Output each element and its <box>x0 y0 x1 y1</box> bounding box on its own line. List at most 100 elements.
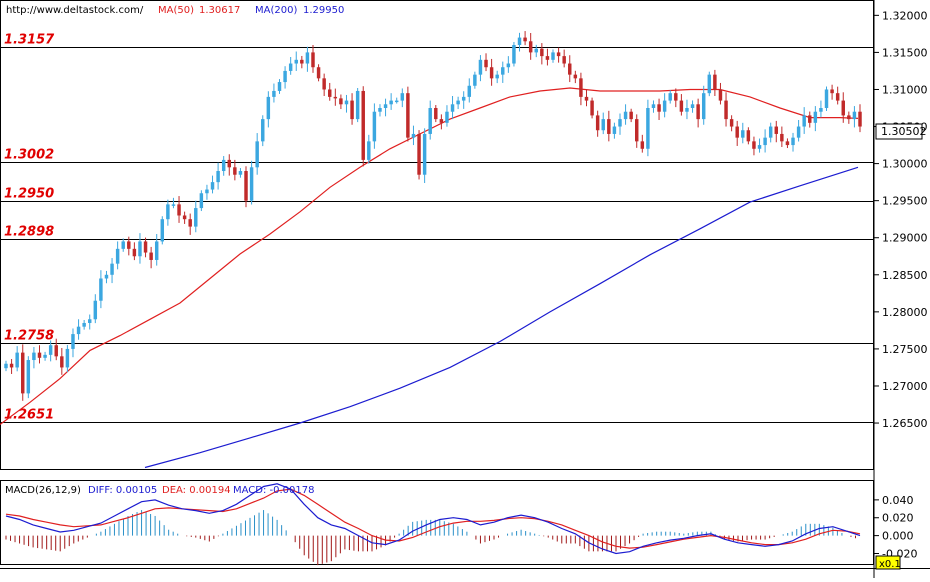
candle-down <box>227 159 231 168</box>
price-tick-label: 1.26500 <box>882 417 928 430</box>
price-tick-label: 1.28500 <box>882 269 928 282</box>
candle-down <box>835 93 840 101</box>
candle-down <box>339 98 343 105</box>
scale-badge[interactable] <box>875 555 901 570</box>
candle-up <box>199 193 204 209</box>
ma50-legend-label: MA(50) <box>158 5 194 16</box>
candle-up <box>428 108 432 134</box>
candle-up <box>249 167 254 201</box>
candle-up <box>378 108 382 112</box>
candle-down <box>9 363 14 368</box>
level-label: 1.2950 <box>4 187 54 202</box>
candle-up <box>394 100 399 103</box>
level-label: 1.2898 <box>4 225 54 240</box>
candle-down <box>635 119 639 142</box>
candle-down <box>729 119 734 127</box>
candle-up <box>355 90 360 120</box>
candle-down <box>233 167 237 175</box>
candle-down <box>674 93 678 101</box>
candle-up <box>763 137 767 146</box>
candle-up <box>288 63 293 71</box>
candle-down <box>417 133 421 175</box>
candle-down <box>300 59 304 64</box>
candle-up <box>456 100 460 105</box>
candle-up <box>283 70 287 83</box>
candle-up <box>517 37 522 45</box>
candle-up <box>154 241 159 260</box>
candle-up <box>512 44 516 64</box>
price-tick-label: 1.29500 <box>882 195 928 208</box>
price-tick-label: 1.30000 <box>882 158 928 171</box>
candle-down <box>540 48 544 57</box>
scale-badge-label: x0.1 <box>879 559 901 570</box>
candle-down <box>752 141 756 149</box>
candle-down <box>579 78 583 97</box>
candle-down <box>406 93 410 138</box>
candle-up <box>501 67 505 75</box>
candle-up <box>160 219 165 242</box>
candle-down <box>573 74 578 79</box>
site-url: http://www.deltastock.com/ <box>6 5 144 16</box>
candle-up <box>216 171 220 183</box>
candle-up <box>166 204 170 220</box>
candle-up <box>344 100 349 105</box>
candle-down <box>328 89 332 97</box>
candle-down <box>149 252 153 260</box>
candle-down <box>607 119 611 134</box>
candle-up <box>43 354 47 358</box>
candle-up <box>852 111 857 120</box>
candle-up <box>495 74 499 79</box>
price-tick-label: 1.29000 <box>882 232 928 245</box>
candle-up <box>813 111 818 123</box>
candle-up <box>819 108 823 112</box>
candle-up <box>473 74 477 86</box>
candle-up <box>796 126 801 138</box>
candle-down <box>780 133 784 142</box>
candle-up <box>99 278 103 301</box>
macd-title: MACD(26,12,9) <box>5 485 81 496</box>
ma50-legend-value: 1.30617 <box>199 5 240 16</box>
candle-down <box>830 89 834 94</box>
candle-up <box>48 345 53 355</box>
candle-up <box>741 130 745 138</box>
candle-up <box>768 126 773 138</box>
candle-up <box>65 348 70 368</box>
candle-up <box>266 96 271 120</box>
support-resistance-levels: 1.3157 1.3002 1.2950 1.2898 1.2758 1.2651 <box>0 33 874 423</box>
macd-diff-line <box>5 483 861 555</box>
candle-up <box>32 352 36 361</box>
candle-up <box>685 108 689 112</box>
candle-down <box>858 111 862 127</box>
macd-tick-label: 0.000 <box>882 530 914 543</box>
candle-down <box>640 141 645 149</box>
level-label: 1.2651 <box>4 408 54 423</box>
price-panel <box>0 0 874 470</box>
candle-up <box>138 241 142 257</box>
ma50-line <box>0 87 859 425</box>
candle-up <box>305 52 310 64</box>
candle-up <box>26 360 31 394</box>
ma200-legend-label: MA(200) <box>255 5 297 16</box>
current-price-marker <box>875 123 923 140</box>
candle-up <box>506 63 511 68</box>
candle-down <box>37 352 42 358</box>
candle-up <box>612 126 617 134</box>
ma200-legend-value: 1.29950 <box>303 5 344 16</box>
candle-up <box>618 119 622 127</box>
candle-down <box>595 115 600 131</box>
level-label: 1.3002 <box>4 148 54 163</box>
candle-up <box>690 104 695 109</box>
candle-down <box>350 100 354 120</box>
price-tick-label: 1.27500 <box>882 343 928 356</box>
candle-up <box>255 141 259 168</box>
candle-down <box>713 74 717 90</box>
candle-up <box>411 133 416 138</box>
candle-down <box>735 126 739 138</box>
price-tick-label: 1.31500 <box>882 46 928 59</box>
candle-up <box>4 363 8 369</box>
candle-up <box>400 93 405 101</box>
candle-up <box>757 145 762 149</box>
candle-down <box>696 104 700 120</box>
